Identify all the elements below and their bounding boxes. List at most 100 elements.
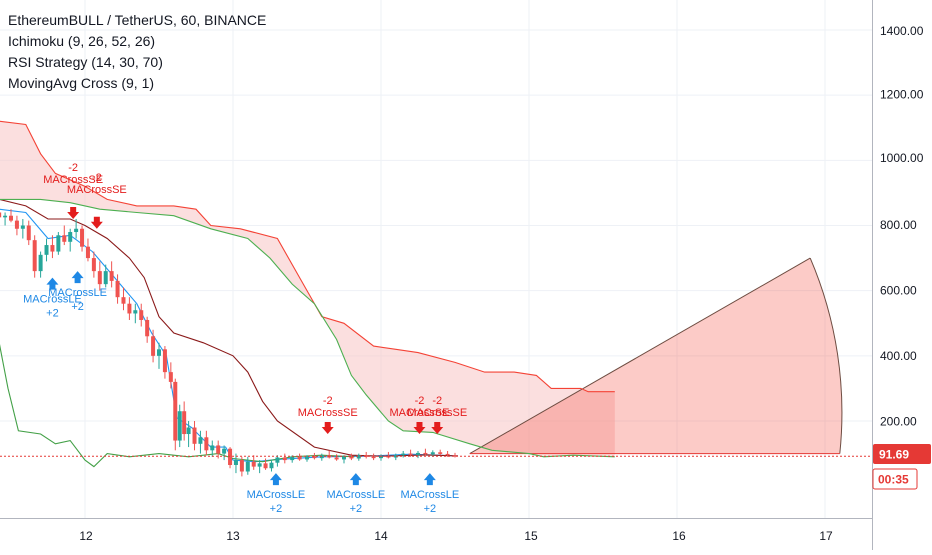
candle-body [312, 456, 317, 459]
arrow-up-icon [46, 277, 59, 290]
candle-body [3, 215, 8, 218]
y-tick-label: 400.00 [880, 349, 917, 363]
candle-body [269, 462, 274, 469]
candle [162, 346, 167, 379]
candle [430, 450, 435, 457]
candle-body [68, 232, 73, 242]
candle-body [97, 271, 102, 285]
candle-body [182, 411, 187, 435]
candle [312, 452, 317, 460]
x-tick-label: 17 [819, 529, 833, 543]
x-tick-label: 16 [672, 529, 686, 543]
symbol-title[interactable]: EthereumBULL / TetherUS, 60, BINANCE [8, 12, 267, 28]
candle [14, 215, 19, 236]
candle-body [210, 445, 215, 451]
indicator-moving-average-cross[interactable]: MovingAvg Cross (9, 1) [8, 75, 155, 91]
candle-body [282, 457, 287, 461]
candle-body [364, 455, 369, 457]
signal-qty: +2 [71, 301, 84, 313]
candle-body [401, 453, 406, 456]
indicator-rsi-strategy[interactable]: RSI Strategy (14, 30, 70) [8, 54, 163, 70]
candle [44, 238, 49, 262]
fan-drawing[interactable] [469, 257, 843, 455]
indicator-ichimoku[interactable]: Ichimoku (9, 26, 52, 26) [8, 33, 156, 49]
candle [182, 401, 187, 441]
candle [305, 455, 309, 462]
candle-body [50, 245, 55, 252]
candle [198, 430, 203, 454]
candle [364, 451, 369, 459]
cloud-bearish [323, 317, 615, 457]
candle [121, 287, 126, 311]
candle [228, 447, 233, 469]
candle [97, 261, 102, 291]
leading-span-a [0, 198, 615, 458]
candle-body [349, 456, 354, 459]
y-tick-label: 1400.00 [880, 24, 924, 38]
candle-body [44, 245, 49, 255]
candle-body [177, 411, 182, 441]
price-axis[interactable]: 1400.00 1200.00 1000.00 800.00 600.00 40… [872, 0, 924, 550]
candle [173, 378, 178, 451]
candle-body [133, 310, 138, 314]
candle [438, 449, 443, 456]
candle-body [121, 297, 126, 304]
fan-fill [469, 258, 842, 454]
candle-body [139, 310, 144, 320]
y-tick-label: 1000.00 [880, 151, 924, 165]
time-axis[interactable]: 12 13 14 15 16 17 [0, 518, 872, 544]
arrow-down-icon [67, 206, 80, 219]
candle [233, 453, 238, 474]
candle-body [290, 456, 295, 461]
candle-body [222, 448, 227, 454]
candle [151, 329, 156, 363]
candle [145, 316, 150, 343]
candle-body [32, 240, 37, 272]
candle-body [233, 460, 238, 465]
candle-body [386, 456, 391, 458]
candle [371, 453, 376, 461]
candle [216, 440, 221, 459]
candle [423, 448, 428, 456]
candle [20, 218, 25, 239]
signal-label: MACrossLE [247, 489, 306, 501]
candles [0, 209, 457, 477]
candle-body [186, 427, 191, 435]
arrow-up-icon [423, 473, 436, 486]
candle [386, 451, 391, 459]
candle [393, 453, 398, 461]
candle-body [20, 225, 25, 229]
cloud-bearish [0, 121, 314, 303]
candle [9, 209, 13, 223]
candle [408, 449, 413, 457]
base-line [0, 199, 459, 457]
candle-body [393, 455, 398, 458]
y-tick-label: 600.00 [880, 284, 917, 298]
candle-body [305, 456, 309, 460]
candle [263, 458, 268, 470]
last-price-badge-bg [873, 444, 931, 464]
candle-body [239, 460, 244, 472]
signal-qty: -2 [92, 172, 102, 184]
candle-body [162, 349, 167, 373]
candle-body [438, 452, 443, 454]
candle-body [356, 455, 361, 459]
long-signal: MACrossLE +2 [48, 271, 107, 313]
candle-body [74, 228, 79, 233]
signal-qty: +2 [46, 308, 59, 320]
candle [115, 274, 120, 304]
candle [50, 235, 55, 259]
candle [74, 218, 79, 239]
candle [282, 453, 287, 464]
arrow-down-icon [413, 422, 426, 435]
candle [32, 235, 37, 278]
arrow-down-icon [321, 422, 334, 435]
long-signal: MACrossLE +2 [326, 473, 385, 515]
arrow-up-icon [349, 473, 362, 486]
candle-body [157, 349, 161, 356]
